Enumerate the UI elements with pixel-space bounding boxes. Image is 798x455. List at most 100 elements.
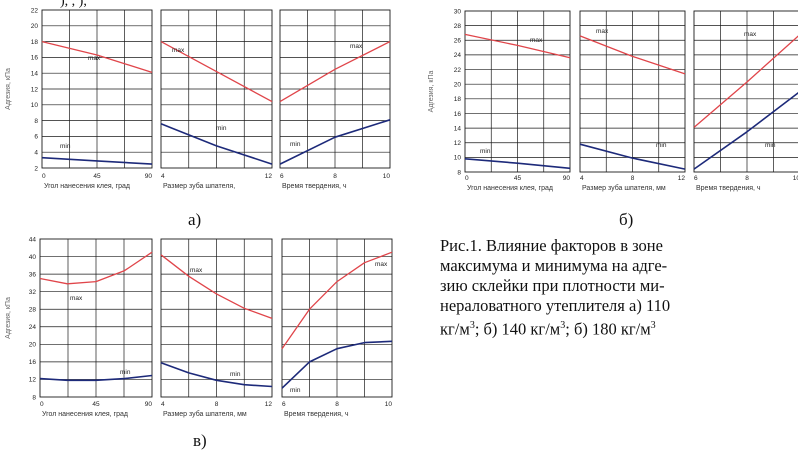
y-tick-label-c-4: 24: [29, 324, 37, 331]
x-tick-label-a-1-0: 4: [161, 173, 165, 180]
caption-line-3: зию склейки при плотности ми-: [440, 276, 665, 295]
x-tick-label-b-1-0: 4: [580, 175, 584, 182]
series-max-line-c-0: [39, 251, 153, 285]
y-tick-label-a-7: 16: [31, 55, 39, 62]
series-max-label-c-2: max: [375, 261, 388, 268]
x-axis-label-c-1: Размер зуба шпателя, мм: [163, 410, 247, 418]
y-tick-label-c-2: 16: [29, 359, 37, 366]
series-min-line-a-1: [160, 123, 273, 165]
x-tick-label-c-1-0: 4: [161, 401, 165, 408]
series-max-line-c-2: [281, 251, 393, 350]
x-tick-label-c-2-2: 10: [385, 401, 393, 408]
series-max-label-c-0: max: [70, 295, 83, 302]
caption-sup-1: 3: [469, 320, 475, 331]
caption-sup-3: 3: [650, 320, 656, 331]
series-max-label-b-1: max: [596, 28, 609, 35]
series-min-label-a-1: min: [216, 125, 227, 132]
x-tick-label-b-0-2: 90: [563, 175, 571, 182]
x-tick-label-c-1-1: 8: [215, 401, 219, 408]
y-tick-label-c-7: 36: [29, 271, 37, 278]
y-tick-label-a-3: 8: [34, 118, 38, 125]
series-min-line-c-0: [39, 374, 153, 382]
series-min-label-b-2: min: [765, 142, 776, 149]
y-tick-label-a-6: 14: [31, 71, 39, 78]
sublabel-c: в): [193, 431, 207, 450]
series-min-line-b-2: [693, 92, 798, 170]
y-tick-label-c-1: 12: [29, 377, 37, 384]
x-tick-label-c-2-1: 8: [335, 401, 339, 408]
series-min-line-a-0: [41, 156, 153, 165]
x-axis-label-a-0: Угол нанесения клея, град: [44, 183, 130, 190]
y-tick-label-b-3: 14: [454, 125, 462, 132]
y-axis-label-c: Адгезия, кПа: [5, 297, 12, 339]
series-min-line-b-0: [464, 158, 571, 170]
x-tick-label-c-2-0: 6: [282, 401, 286, 408]
series-max-line-a-1: [160, 41, 273, 103]
x-tick-label-c-0-1: 45: [92, 401, 100, 408]
x-tick-label-b-2-1: 8: [745, 175, 749, 182]
y-tick-label-b-7: 22: [454, 67, 462, 74]
x-axis-label-a-2: Время твердения, ч: [282, 183, 347, 190]
caption-sup-2: 3: [560, 320, 566, 331]
figure-caption: Рис.1. Влияние факторов в зоне максимума…: [440, 236, 798, 340]
series-max-label-b-2: max: [744, 31, 757, 38]
y-tick-label-b-2: 12: [454, 140, 462, 147]
series-min-label-b-0: min: [480, 148, 491, 155]
y-tick-label-b-5: 18: [454, 96, 462, 103]
series-min-label-c-0: min: [120, 369, 131, 376]
y-tick-label-a-9: 20: [31, 23, 39, 30]
y-tick-label-a-4: 10: [31, 102, 39, 109]
y-tick-label-c-6: 32: [29, 289, 37, 296]
y-tick-label-c-0: 8: [32, 394, 36, 401]
x-tick-label-a-0-2: 90: [145, 173, 153, 180]
caption-unit-3: ; б) 180 кг/м: [565, 319, 651, 339]
y-tick-label-b-11: 30: [454, 8, 462, 15]
series-max-line-a-0: [41, 40, 153, 74]
x-axis-label-b-1: Размер зуба шпателя, мм: [582, 184, 666, 192]
x-axis-label-b-2: Время твердения, ч: [696, 185, 761, 192]
caption-line-1: Рис.1. Влияние факторов в зоне: [440, 236, 663, 255]
x-axis-label-a-1: Размер зуба шпателя,: [163, 182, 235, 190]
series-max-line-b-1: [579, 35, 686, 75]
sublabel-b: б): [619, 210, 634, 229]
y-tick-label-a-8: 18: [31, 39, 39, 46]
x-tick-label-b-0-1: 45: [514, 175, 522, 182]
series-max-line-c-1: [160, 254, 273, 320]
y-tick-label-c-5: 28: [29, 307, 37, 314]
y-tick-label-b-0: 8: [457, 169, 461, 176]
y-tick-label-c-9: 44: [29, 236, 37, 243]
x-axis-label-b-0: Угол нанесения клея, град: [467, 185, 553, 192]
y-tick-label-a-0: 2: [34, 165, 38, 172]
x-tick-label-a-1-1: 12: [265, 173, 273, 180]
y-tick-label-b-9: 26: [454, 38, 462, 45]
series-min-label-c-2: min: [290, 387, 301, 394]
y-tick-label-a-2: 6: [34, 134, 38, 141]
chart-c: Адгезия, кПа 8 12 16 20 24 28 32 36 40 44 max min 0 45…: [5, 236, 393, 418]
x-tick-label-a-2-1: 8: [333, 173, 337, 180]
x-tick-label-a-0-1: 45: [93, 173, 101, 180]
top-text: ), , ),: [60, 0, 87, 9]
x-tick-label-b-0-0: 0: [465, 175, 469, 182]
series-min-label-a-0: min: [60, 143, 71, 150]
series-min-line-c-2: [281, 340, 393, 389]
y-tick-label-b-6: 20: [454, 81, 462, 88]
y-tick-label-c-8: 40: [29, 254, 37, 261]
x-tick-label-a-2-2: 10: [383, 173, 391, 180]
x-tick-label-a-0-0: 0: [42, 173, 46, 180]
caption-line-2: максимума и минимума на адге-: [440, 256, 668, 275]
series-max-label-c-1: max: [190, 267, 203, 274]
series-min-label-c-1: min: [230, 371, 241, 378]
caption-line-5: кг/м3; б) 140 кг/м3; б) 180 кг/м3: [440, 316, 798, 340]
caption-line-4: нераловатного утеплителя а) 110: [440, 296, 671, 315]
x-tick-label-b-2-2: 10: [793, 175, 798, 182]
series-max-label-a-1: max: [172, 47, 185, 54]
series-max-label-b-0: max: [530, 37, 543, 44]
series-max-line-b-0: [464, 33, 571, 59]
y-axis-label-b: Адгезия, кПа: [428, 71, 435, 113]
y-tick-label-a-10: 22: [31, 7, 39, 14]
y-tick-label-c-3: 20: [29, 342, 37, 349]
series-min-label-b-1: min: [656, 142, 667, 149]
x-tick-label-c-0-0: 0: [40, 401, 44, 408]
series-max-line-b-2: [693, 35, 798, 128]
